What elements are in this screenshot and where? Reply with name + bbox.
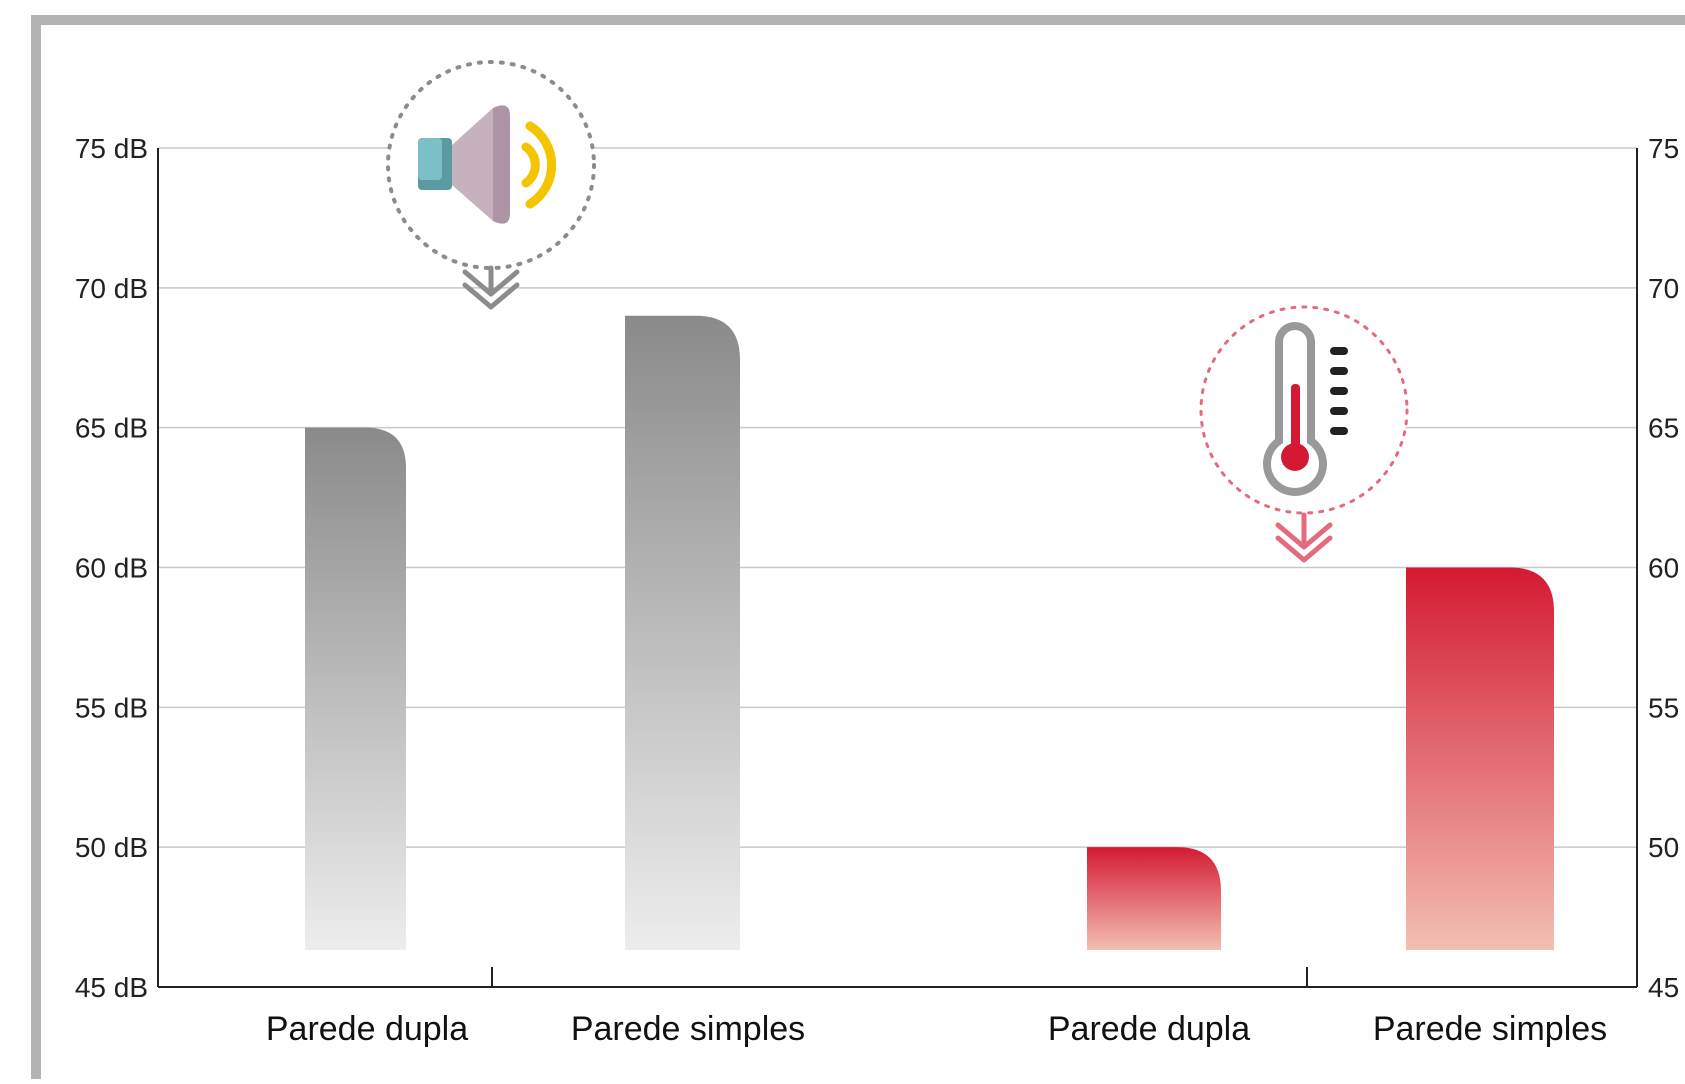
labels: 45 dB 45 50 dB 50 55 dB 55 60 dB 60 65 dB 65 70 dB…: [75, 133, 1679, 1048]
speaker-icon: [418, 105, 557, 224]
axes: [157, 148, 1638, 988]
x-category-label: Parede dupla: [266, 1010, 468, 1048]
thermometer-icon: [1263, 322, 1348, 496]
bar: [305, 427, 406, 951]
right-y-tick-label: 45: [1648, 972, 1679, 1003]
bar: [1087, 847, 1221, 950]
thermometer-badge: [1199, 305, 1409, 563]
speaker-badge: [386, 60, 596, 310]
y-tick-label: 45 dB: [75, 972, 148, 1003]
right-y-tick-label: 55: [1648, 692, 1679, 723]
x-category-label: Parede simples: [571, 1010, 805, 1048]
y-tick-label: 70 dB: [75, 273, 148, 304]
right-y-tick-label: 75: [1648, 133, 1679, 164]
right-y-tick-label: 50: [1648, 832, 1679, 863]
x-category-label: Parede dupla: [1048, 1010, 1250, 1048]
y-tick-label: 75 dB: [75, 133, 148, 164]
bars: [305, 315, 1554, 951]
chart-frame: [31, 15, 1685, 1079]
y-tick-label: 65 dB: [75, 413, 148, 444]
right-y-tick-label: 70: [1648, 273, 1679, 304]
y-tick-label: 60 dB: [75, 553, 148, 584]
thermometer-chevron-down-icon: [1275, 512, 1333, 563]
y-tick-label: 55 dB: [75, 692, 148, 723]
bar: [625, 315, 740, 950]
x-category-label: Parede simples: [1373, 1010, 1607, 1048]
right-y-tick-label: 65: [1648, 413, 1679, 444]
bar: [1406, 567, 1554, 950]
right-y-tick-label: 60: [1648, 553, 1679, 584]
y-tick-label: 50 dB: [75, 832, 148, 863]
speaker-chevron-down-icon: [462, 265, 520, 310]
